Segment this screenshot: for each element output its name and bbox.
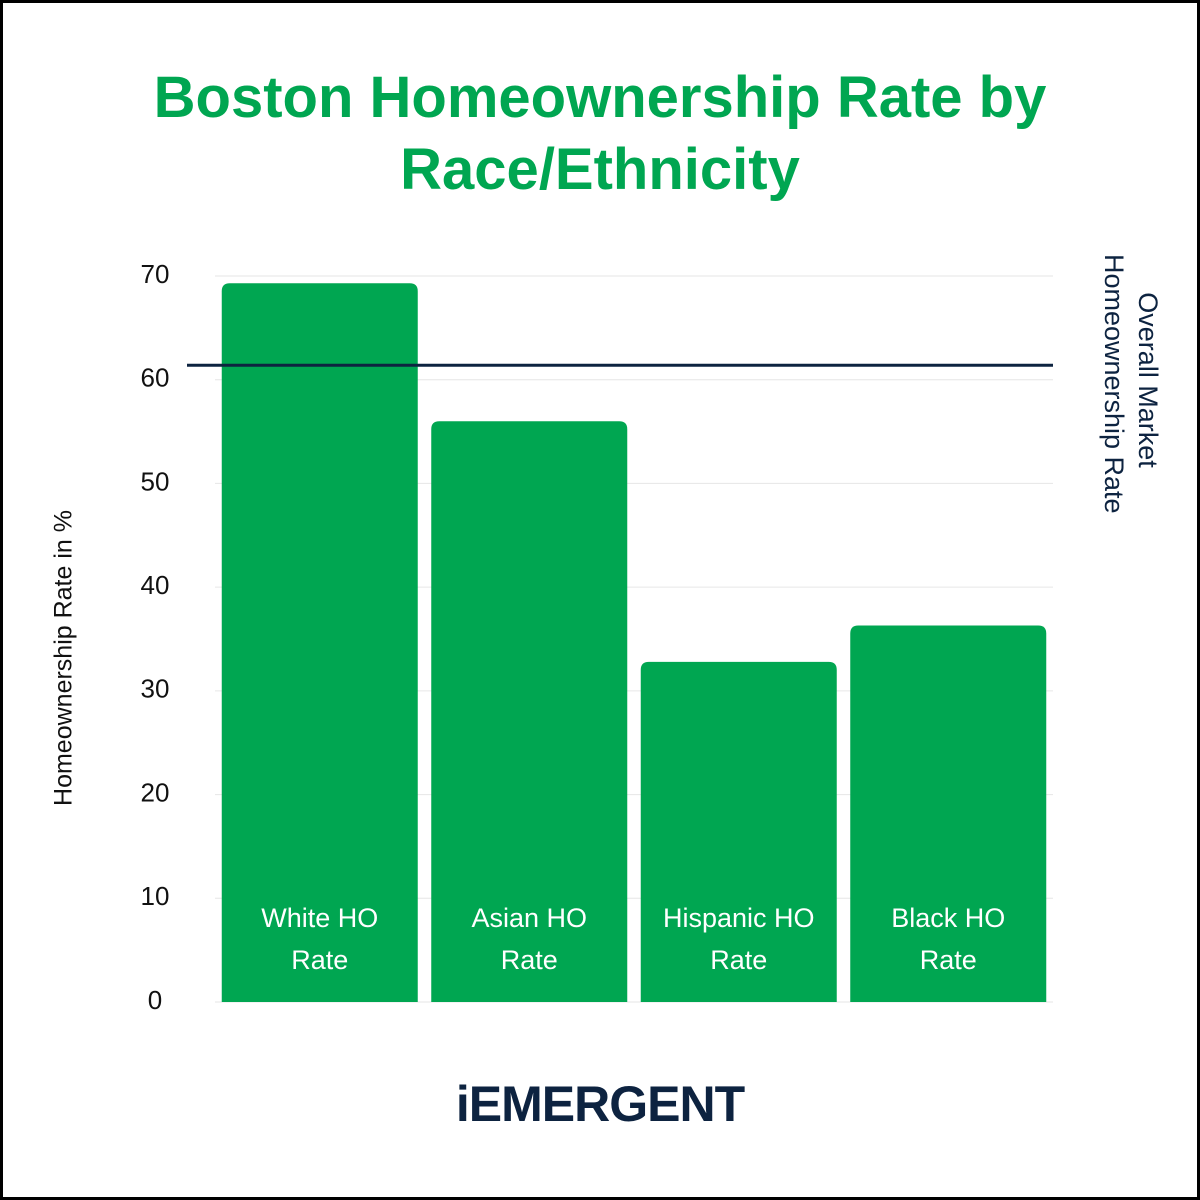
y-tick-label: 60 (141, 363, 170, 393)
y-tick-label: 0 (148, 985, 162, 1015)
y-tick-label: 50 (141, 466, 170, 496)
reference-line-label: Overall Market Homeownership Rate (1099, 246, 1163, 513)
bar (221, 283, 418, 1002)
y-axis-label: Homeownership Rate in % (50, 510, 78, 806)
y-tick-label: 70 (141, 259, 170, 289)
chart-title: Boston Homeownership Rate by Race/Ethnic… (153, 65, 1047, 202)
category-label: Black HO Rate (891, 903, 1006, 975)
category-label: Hispanic HO Rate (662, 903, 815, 975)
bar (850, 625, 1047, 1002)
bar (431, 421, 628, 1002)
y-tick-label: 10 (141, 881, 170, 911)
bar (640, 661, 837, 1002)
category-label: White HO Rate (261, 903, 379, 975)
logo: iEMERGENT (455, 1076, 745, 1132)
y-tick-label: 40 (141, 570, 170, 600)
y-tick-label: 20 (141, 777, 170, 807)
category-label: Asian HO Rate (471, 903, 588, 975)
y-tick-label: 30 (141, 674, 170, 704)
